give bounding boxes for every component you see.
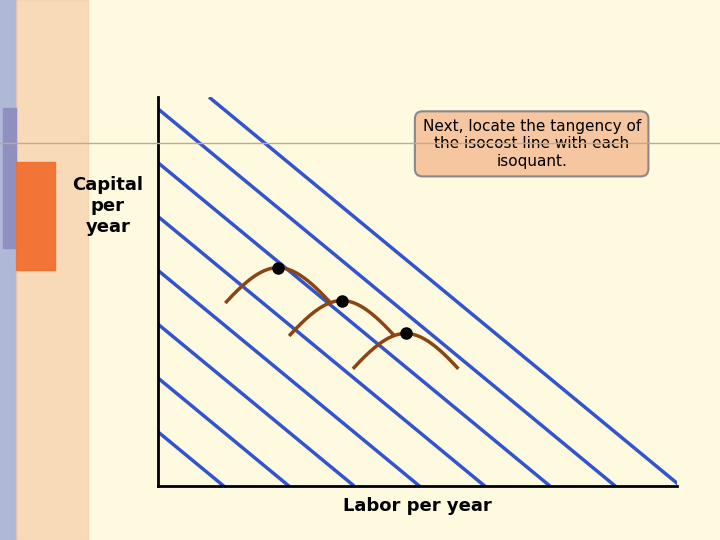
Text: Capital
per
year: Capital per year	[73, 176, 143, 236]
Text: Next, locate the tangency of
the isocost line with each
isoquant.: Next, locate the tangency of the isocost…	[423, 119, 641, 169]
X-axis label: Labor per year: Labor per year	[343, 497, 492, 515]
